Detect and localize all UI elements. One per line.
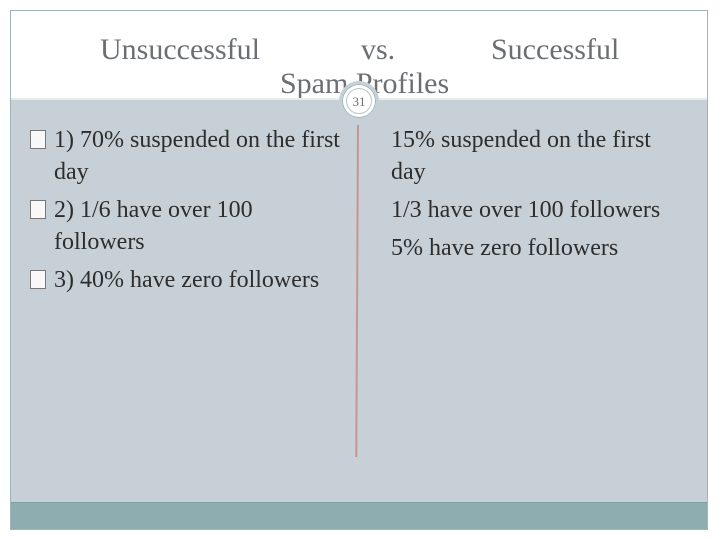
title-unsuccessful: Unsuccessful <box>100 33 260 66</box>
page-number: 31 <box>352 93 366 109</box>
item-number: 3) <box>54 267 74 293</box>
successful-item-2: 1/3 have over 100 followers <box>391 197 661 223</box>
unsuccessful-list: 1) 70% suspended on the first day 2) 1/6 h… <box>30 124 345 302</box>
checkbox-bullet-icon <box>30 200 46 219</box>
successful-list: 15% suspended on the first day 1/3 have … <box>391 124 691 270</box>
item-text: 70% suspended on the first day <box>54 127 340 185</box>
unsuccessful-item-3: 3) 40% have zero followers <box>30 264 345 296</box>
item-number: 2) <box>54 197 74 223</box>
content-panel <box>11 100 707 502</box>
slide-frame <box>10 10 708 530</box>
checkbox-bullet-icon <box>30 270 46 289</box>
successful-item-3: 5% have zero followers <box>391 235 619 261</box>
successful-item-1: 15% suspended on the first day <box>391 127 651 185</box>
item-text: 1/6 have over 100 followers <box>54 197 253 255</box>
item-number: 1) <box>54 127 74 153</box>
footer-bar <box>11 502 707 529</box>
page-number-badge: 31 <box>339 81 379 121</box>
unsuccessful-item-2: 2) 1/6 have over 100 followers <box>30 194 345 258</box>
title-vs: vs. <box>361 33 396 66</box>
unsuccessful-item-1: 1) 70% suspended on the first day <box>30 124 345 188</box>
page-badge-ring <box>346 88 372 114</box>
checkbox-bullet-icon <box>30 130 46 149</box>
title-successful: Successful <box>491 33 620 66</box>
item-text: 40% have zero followers <box>80 267 320 293</box>
